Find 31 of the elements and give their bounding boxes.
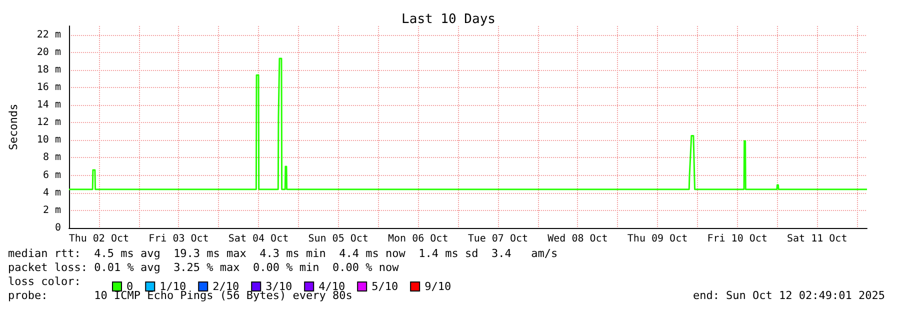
x-tick-label: Fri 10 Oct [707, 234, 768, 244]
x-tick-label: Tue 07 Oct [468, 234, 528, 244]
x-tick-label: Sun 05 Oct [308, 234, 368, 244]
y-tick-label: 20 m [36, 46, 61, 58]
x-tick-label: Thu 02 Oct [68, 234, 130, 244]
y-tick-label: 18 m [36, 64, 61, 76]
y-tick-label: 8 m [42, 152, 61, 164]
x-tick-label: Wed 08 Oct [548, 234, 608, 244]
y-axis-title: Seconds [7, 104, 20, 150]
x-tick-label: Mon 06 Oct [388, 234, 448, 244]
y-tick-label: 6 m [42, 170, 61, 181]
x-tick-label: Thu 09 Oct [627, 234, 688, 244]
text: loss color: [8, 275, 81, 288]
chart-title: Last 10 Days [402, 12, 496, 27]
x-tick-label: Fri 03 Oct [148, 234, 209, 244]
legend-label: 5/10 [372, 280, 398, 293]
text: packet loss: 0.01 % avg 3.25 % max 0.00 % min 0.00 % now [8, 261, 400, 274]
legend-label: 9/10 [424, 280, 452, 293]
y-tick-label: 10 m [36, 134, 61, 146]
x-tick-label: Sat 04 Oct [228, 234, 289, 244]
y-tick-label: 2 m [42, 204, 61, 216]
y-tick-label: 0 [54, 222, 61, 234]
text: end: Sun Oct 12 02:49:01 2025 [692, 289, 886, 302]
y-tick-label: 16 m [36, 82, 61, 93]
y-tick-label: 22 m [36, 29, 61, 40]
y-tick-label: 12 m [36, 117, 61, 128]
line-series [68, 58, 868, 190]
x-tick-label: Sat 11 Oct [787, 234, 848, 244]
text: median rtt: 4.5 ms avg 19.3 ms max 4.3 ms min 4.4 ms now 1.4 ms sd 3.4 am/s [8, 247, 558, 260]
y-tick-label: 14 m [36, 100, 61, 111]
y-tick-label: 4 m [42, 187, 61, 198]
